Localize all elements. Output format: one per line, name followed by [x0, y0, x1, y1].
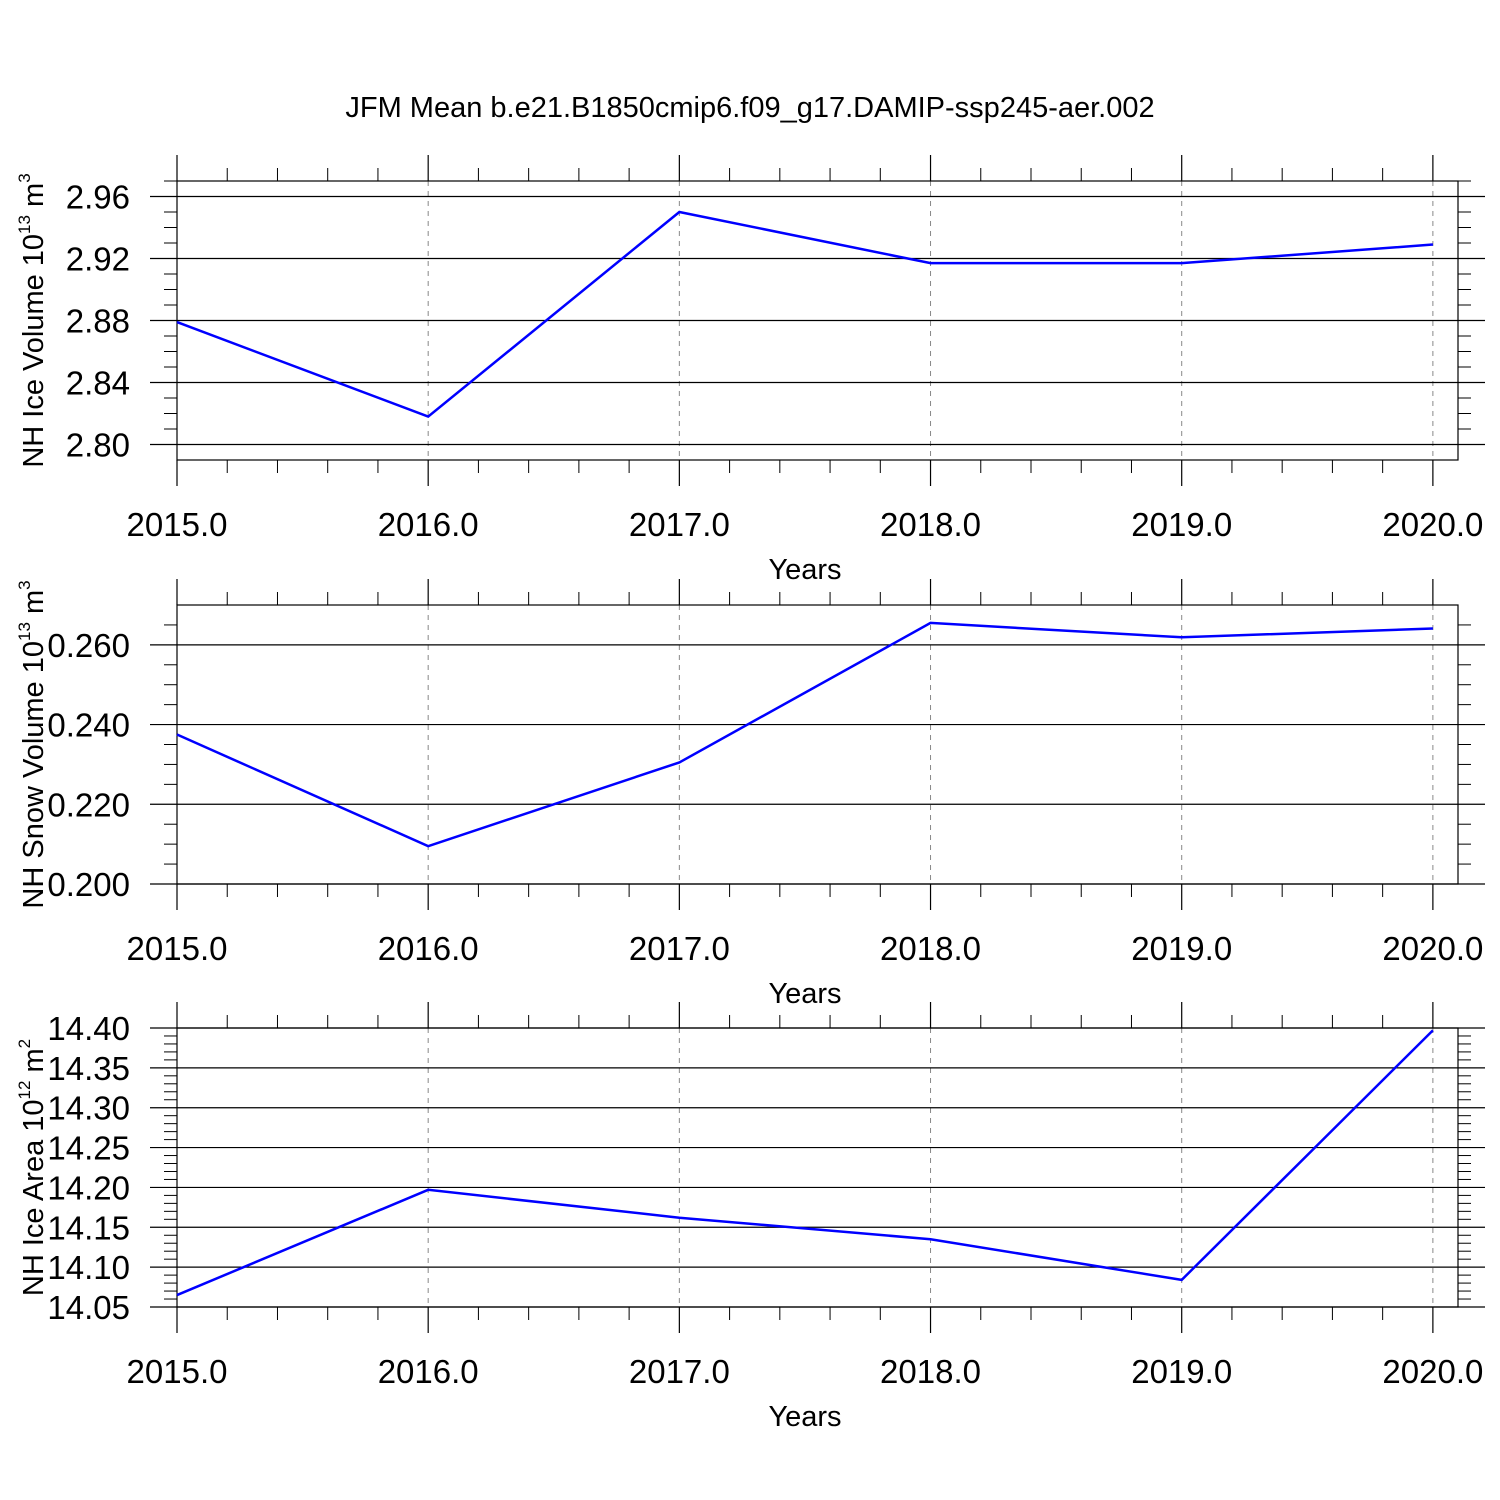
y-axis-label-superscript: 13 [15, 622, 34, 641]
y-tick-label: 2.80 [66, 427, 130, 464]
y-tick-label: 2.96 [66, 179, 130, 216]
y-axis-label-text: NH Ice Area 10 [18, 1099, 50, 1296]
x-tick-label: 2018.0 [880, 506, 981, 543]
x-axis-label: Years [768, 1401, 841, 1433]
y-axis-label-superscript: 13 [15, 215, 34, 234]
data-line-series-1 [176, 1029, 1434, 1297]
y-axis-label-superscript: 3 [15, 580, 34, 589]
y-tick-label: 14.40 [47, 1010, 130, 1047]
x-tick-label: 2018.0 [880, 930, 981, 967]
y-tick-label: 0.200 [47, 866, 130, 903]
x-tick-label: 2016.0 [378, 1353, 479, 1390]
y-tick-label: 14.15 [47, 1209, 130, 1246]
panel-1: 2015.0 2016.0 2017.0 2018.0 2019.0 2020.0 2.80… [15, 155, 1485, 586]
x-tick-label: 2018.0 [880, 1353, 981, 1390]
x-tick-label: 2017.0 [629, 1353, 730, 1390]
y-tick-label: 14.10 [47, 1249, 130, 1286]
x-tick-label: 2020.0 [1382, 1353, 1483, 1390]
x-axis-label: Years [768, 554, 841, 586]
y-axis-label-text: m [18, 1048, 50, 1080]
x-tick-label: 2016.0 [378, 930, 479, 967]
y-axis-label-superscript: 12 [15, 1081, 34, 1100]
y-axis-label-text: NH Snow Volume 10 [18, 641, 50, 909]
y-axis-label: NH Snow Volume 1013 m3 [15, 580, 50, 908]
x-tick-label: 2015.0 [127, 506, 228, 543]
x-axis-label: Years [768, 978, 841, 1010]
y-tick-label: 0.220 [47, 786, 130, 823]
y-axis-label-text: NH Ice Volume 10 [18, 234, 50, 468]
y-axis-label-superscript: 3 [15, 173, 34, 182]
x-tick-label: 2020.0 [1382, 930, 1483, 967]
y-tick-label: 2.88 [66, 303, 130, 340]
y-tick-label: 0.260 [47, 627, 130, 664]
y-tick-label: 14.05 [47, 1289, 130, 1326]
y-tick-label: 14.30 [47, 1090, 130, 1127]
y-axis-label-text: m [18, 590, 50, 622]
x-tick-label: 2015.0 [127, 1353, 228, 1390]
y-tick-label: 14.35 [47, 1050, 130, 1087]
y-tick-label: 2.92 [66, 241, 130, 278]
chart-panels: 2015.0 2016.0 2017.0 2018.0 2019.0 2020.0 2.80… [15, 155, 1485, 1433]
x-tick-label: 2020.0 [1382, 506, 1483, 543]
x-tick-label: 2019.0 [1131, 506, 1232, 543]
x-tick-label: 2019.0 [1131, 930, 1232, 967]
y-tick-label: 0.240 [47, 707, 130, 744]
y-axis-label: NH Ice Volume 1013 m3 [15, 173, 50, 467]
panel-2: 2015.0 2016.0 2017.0 2018.0 2019.0 2020.0 0.20… [15, 579, 1485, 1010]
panel-3: 2015.0 2016.0 2017.0 2018.0 2019.0 2020.0 14.0… [15, 1002, 1485, 1433]
y-axis-label: NH Ice Area 1012 m2 [15, 1039, 50, 1296]
figure-title: JFM Mean b.e21.B1850cmip6.f09_g17.DAMIP-… [345, 92, 1154, 124]
x-tick-label: 2017.0 [629, 930, 730, 967]
data-line-series-1 [176, 621, 1433, 848]
y-axis-label-text: m [18, 183, 50, 215]
y-axis-label-superscript: 2 [15, 1039, 34, 1048]
y-tick-label: 14.20 [47, 1169, 130, 1206]
x-tick-label: 2017.0 [629, 506, 730, 543]
y-tick-label: 2.84 [66, 365, 130, 402]
x-tick-label: 2015.0 [127, 930, 228, 967]
x-tick-label: 2019.0 [1131, 1353, 1232, 1390]
x-tick-label: 2016.0 [378, 506, 479, 543]
y-tick-label: 14.25 [47, 1130, 130, 1167]
data-line-series-1 [176, 210, 1433, 419]
